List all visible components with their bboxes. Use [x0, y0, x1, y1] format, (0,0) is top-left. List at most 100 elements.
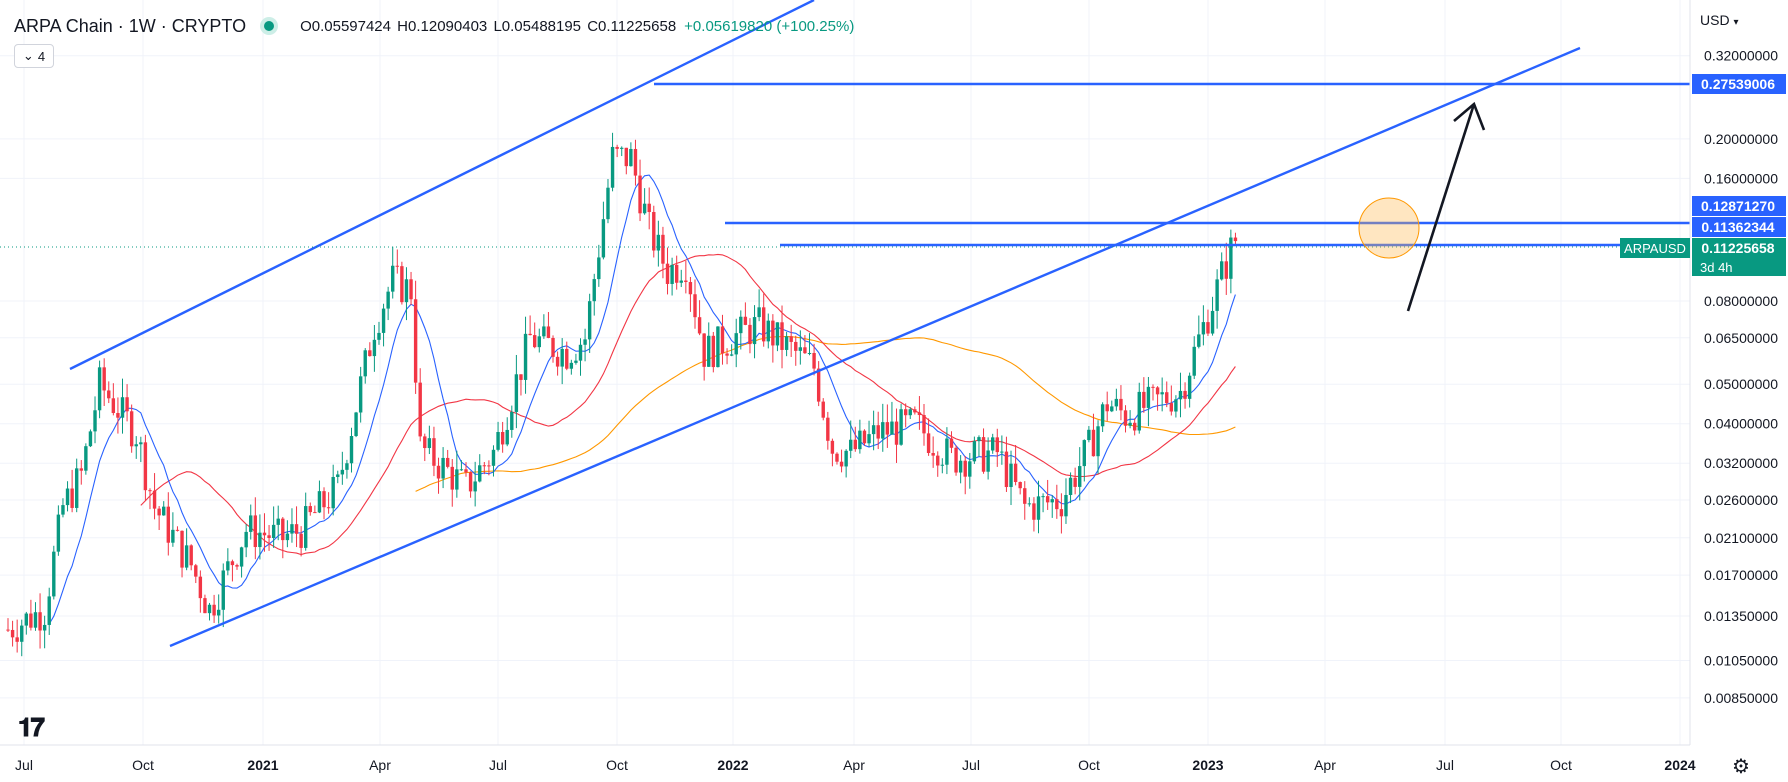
candle-body [752, 317, 757, 345]
candle-body [702, 333, 706, 367]
candle-body [84, 446, 88, 471]
x-tick-label: 2023 [1192, 757, 1223, 773]
candle-body [464, 469, 468, 473]
candle-body [620, 147, 624, 149]
x-tick-label: 2022 [717, 757, 748, 773]
candle-body [816, 368, 821, 402]
candle-body [79, 468, 83, 471]
price-label-box [1692, 217, 1786, 237]
candle-body [894, 421, 899, 445]
candle-body [157, 508, 161, 516]
candle-body [322, 491, 326, 508]
candle-body [1224, 261, 1228, 279]
candle-body [574, 360, 578, 363]
x-tick-label: Oct [606, 757, 628, 773]
candle-body [674, 264, 679, 283]
candle-body [304, 506, 308, 548]
candle-body [862, 430, 867, 444]
ma-slow-path [415, 336, 1236, 492]
candle-body [1064, 494, 1068, 517]
candle-body [1197, 334, 1201, 347]
candle-body [116, 413, 120, 418]
candle-body [844, 450, 848, 467]
currency-selector[interactable]: USD ▾ [1700, 12, 1738, 28]
y-tick-label: 0.04000000 [1704, 416, 1778, 432]
candle-body [949, 438, 954, 448]
candle-body [70, 488, 74, 508]
y-tick-label: 0.03200000 [1704, 455, 1778, 471]
tradingview-logo-icon[interactable]: 𝟏𝟕 [18, 712, 45, 742]
candle-body [482, 465, 487, 467]
candle-body [913, 409, 917, 413]
currency-label: USD [1700, 12, 1730, 28]
x-tick-label: Apr [843, 757, 865, 773]
candle-body [1055, 499, 1059, 510]
candle-body [968, 461, 972, 477]
candle-body [1087, 429, 1091, 441]
candle-body [1220, 261, 1224, 280]
chevron-down-icon: ▾ [1733, 17, 1739, 28]
candle-body [647, 203, 651, 213]
candle-body [867, 434, 871, 444]
candle-body [24, 613, 29, 626]
candle-body [88, 431, 93, 447]
time-axis[interactable]: Jul Oct 2021 Apr Jul Oct 2022 Apr Jul Oct 2023 Apr J… [0, 744, 1696, 773]
candle-body [629, 148, 633, 167]
channel-upper-line[interactable] [69, 0, 815, 371]
candle-body [665, 263, 670, 284]
candle-body [487, 465, 491, 467]
settings-gear-icon[interactable]: ⚙ [1732, 756, 1750, 778]
candle-body [226, 561, 230, 571]
candle-body [358, 376, 363, 413]
candle-body [166, 506, 170, 543]
candle-body [853, 439, 857, 450]
candle-body [203, 598, 207, 614]
candle-body [936, 455, 940, 466]
candle-body [977, 437, 981, 442]
candle-body [38, 612, 42, 631]
candle-body [798, 347, 803, 351]
candle-body [784, 336, 789, 350]
candle-body [807, 352, 812, 354]
candle-body [400, 266, 404, 303]
candle-body [542, 326, 546, 337]
candle-body [1073, 477, 1077, 487]
candle-body [42, 624, 47, 631]
candle-body [551, 337, 555, 357]
channel-lower-line[interactable] [169, 46, 1581, 648]
projection-arrow[interactable] [1406, 103, 1476, 312]
drawing-layer[interactable] [0, 0, 1690, 648]
candle-body [33, 612, 38, 628]
indicators-toggle-button[interactable]: ⌄ 4 [14, 44, 54, 68]
price-label-text: 0.12871270 [1701, 198, 1775, 214]
candle-body [711, 335, 716, 368]
low-value: L0.05488195 [493, 17, 582, 35]
price-label-text: 0.27539006 [1701, 76, 1775, 92]
symbol-title[interactable]: ARPA Chain · 1W · CRYPTO [14, 15, 247, 36]
candle-body [413, 299, 418, 383]
candle-body [1114, 398, 1119, 407]
x-tick-label: Jul [962, 757, 980, 773]
candle-body [271, 524, 276, 538]
price-axis[interactable]: 0.32000000 0.20000000 0.16000000 0.08000000… [1689, 0, 1778, 745]
ma-fast-path [48, 174, 1236, 625]
x-tick-label: Oct [1550, 757, 1572, 773]
y-tick-label: 0.16000000 [1704, 170, 1778, 186]
high-value: H0.12090403 [397, 17, 488, 35]
candle-body [1110, 406, 1114, 412]
y-tick-label: 0.32000000 [1704, 48, 1778, 64]
candle-body [120, 397, 125, 418]
candle-body [1137, 391, 1141, 431]
candle-body [505, 429, 509, 445]
highlight-circle[interactable] [1358, 197, 1420, 259]
symbol-tag-box [1620, 238, 1690, 258]
candle-body [267, 535, 271, 538]
price-label-box [1692, 238, 1786, 258]
candle-body [1160, 392, 1164, 395]
candle-body [716, 326, 720, 368]
candle-body [812, 352, 816, 369]
candle-body [1233, 237, 1238, 242]
y-tick-label: 0.06500000 [1704, 330, 1778, 346]
candle-body [903, 409, 908, 416]
